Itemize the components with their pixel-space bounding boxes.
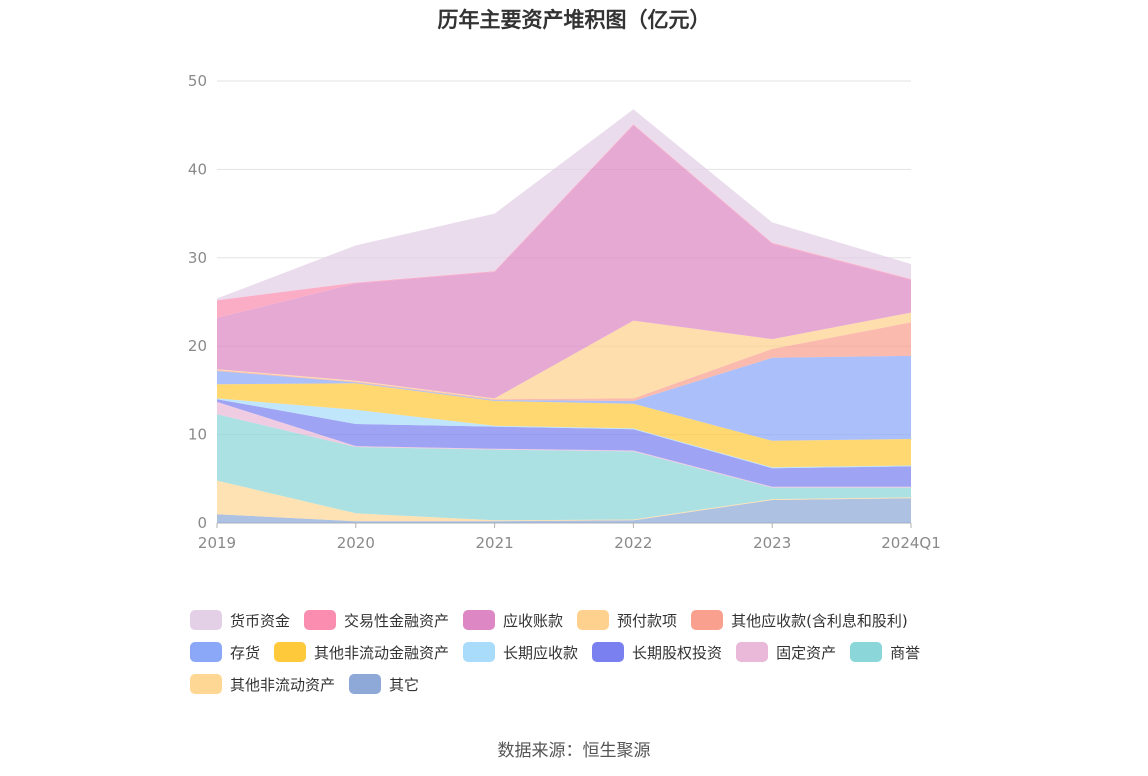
legend: 货币资金 交易性金融资产 应收账款 预付款项 其他应收款(含利息和股利) 存货 其他非流动金… xyxy=(190,604,1010,700)
legend-item[interactable]: 其他非流动资产 xyxy=(190,674,335,695)
area-series-货币资金 xyxy=(217,109,911,301)
legend-item[interactable]: 预付款项 xyxy=(577,610,677,631)
y-tick-label: 20 xyxy=(188,337,207,355)
area-series-商誉 xyxy=(217,414,911,521)
area-series-其他非流动资产 xyxy=(217,480,911,522)
legend-label: 存货 xyxy=(230,643,261,662)
legend-label: 应收账款 xyxy=(503,611,564,630)
legend-item[interactable]: 长期应收款 xyxy=(463,642,578,663)
legend-item[interactable]: 固定资产 xyxy=(736,642,836,663)
x-tick-label: 2024Q1 xyxy=(881,534,941,552)
legend-swatch xyxy=(577,610,610,630)
source-note: 数据来源：恒生聚源 xyxy=(497,741,651,761)
legend-item[interactable]: 商誉 xyxy=(850,642,920,663)
legend-label: 商誉 xyxy=(890,643,921,662)
x-tick-label: 2022 xyxy=(614,534,652,552)
legend-label: 长期应收款 xyxy=(503,643,579,662)
area-layer xyxy=(217,109,911,523)
legend-swatch xyxy=(592,642,625,662)
x-tick-label: 2020 xyxy=(337,534,375,552)
legend-swatch xyxy=(691,610,724,630)
legend-swatch xyxy=(850,642,883,662)
legend-item[interactable]: 其它 xyxy=(349,674,419,695)
legend-swatch xyxy=(463,642,496,662)
legend-label: 其它 xyxy=(389,675,420,694)
x-tick-label: 2021 xyxy=(476,534,514,552)
legend-swatch xyxy=(349,674,382,694)
legend-row: 货币资金 交易性金融资产 应收账款 预付款项 其他应收款(含利息和股利) xyxy=(190,604,1010,636)
legend-item[interactable]: 交易性金融资产 xyxy=(304,610,449,631)
legend-label: 其他应收款(含利息和股利) xyxy=(731,611,908,630)
legend-swatch xyxy=(190,642,222,662)
area-series-长期应收款 xyxy=(217,398,911,469)
y-tick-label: 50 xyxy=(188,72,207,90)
legend-label: 长期股权投资 xyxy=(632,643,723,662)
axis-layer: 0 10 20 30 40 50 2019 2020 2021 2022 2023 2024Q1 xyxy=(188,72,941,552)
area-series-其他非流动金融资产 xyxy=(217,383,911,468)
x-tick-label: 2023 xyxy=(753,534,791,552)
legend-label: 预付款项 xyxy=(617,611,678,630)
legend-item[interactable]: 其他非流动金融资产 xyxy=(274,642,449,663)
legend-item[interactable]: 长期股权投资 xyxy=(592,642,722,663)
legend-swatch xyxy=(304,610,337,630)
chart-title: 历年主要资产堆积图（亿元） xyxy=(437,8,711,32)
legend-swatch xyxy=(736,642,769,662)
legend-swatch xyxy=(274,642,307,662)
legend-row: 存货 其他非流动金融资产 长期应收款 长期股权投资 固定资产 商誉 xyxy=(190,636,1010,668)
legend-row: 其他非流动资产 其它 xyxy=(190,668,1010,700)
y-tick-label: 0 xyxy=(197,514,207,532)
legend-label: 货币资金 xyxy=(230,611,291,630)
stacked-area-plot: 0 10 20 30 40 50 2019 2020 2021 2022 2023 2024Q1 xyxy=(188,72,941,552)
legend-label: 固定资产 xyxy=(776,643,837,662)
area-series-交易性金融资产 xyxy=(217,124,911,318)
legend-item[interactable]: 存货 xyxy=(190,642,260,663)
area-series-存货 xyxy=(217,355,911,441)
legend-label: 其他非流动资产 xyxy=(230,675,336,694)
x-tick-label: 2019 xyxy=(198,534,236,552)
legend-swatch xyxy=(190,674,222,694)
legend-label: 其他非流动金融资产 xyxy=(314,643,450,662)
area-series-预付款项 xyxy=(217,312,911,400)
legend-item[interactable]: 其他应收款(含利息和股利) xyxy=(691,610,908,631)
area-series-应收账款 xyxy=(217,125,911,399)
legend-swatch xyxy=(463,610,496,630)
y-tick-label: 10 xyxy=(188,426,207,444)
legend-item[interactable]: 货币资金 xyxy=(190,610,290,631)
area-series-长期股权投资 xyxy=(217,399,911,487)
legend-swatch xyxy=(190,610,222,630)
y-tick-label: 40 xyxy=(188,160,207,178)
area-series-其它 xyxy=(217,498,911,523)
legend-label: 交易性金融资产 xyxy=(344,611,450,630)
legend-item[interactable]: 应收账款 xyxy=(463,610,563,631)
y-tick-label: 30 xyxy=(188,249,207,267)
